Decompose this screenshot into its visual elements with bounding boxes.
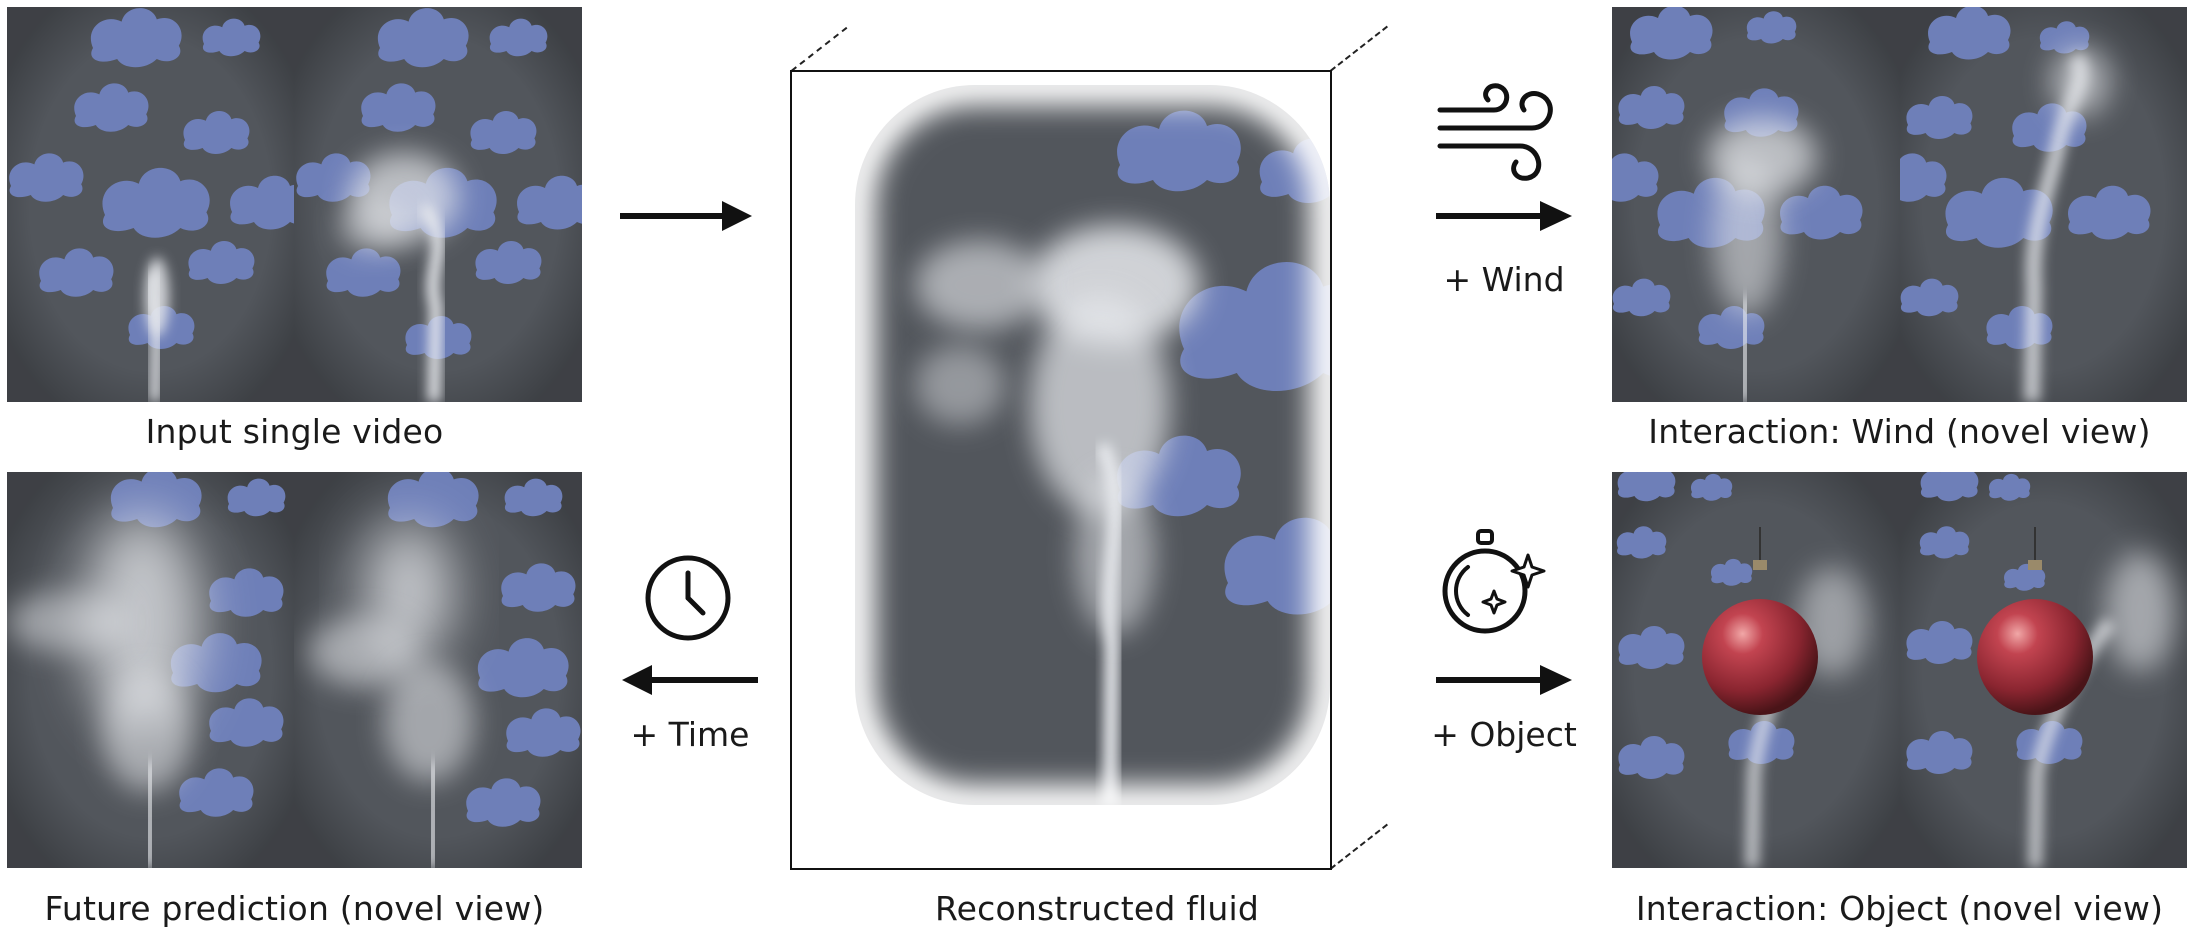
future-frame-2 [294,472,582,868]
clock-icon [643,553,733,643]
caption-wind-interaction: Interaction: Wind (novel view) [1648,412,2151,451]
box-edge-top-right [1330,25,1388,72]
label-wind: + Wind [1443,260,1565,299]
box-edge-bottom-right [1330,823,1388,870]
object-frame-1 [1612,472,1900,868]
caption-reconstructed-fluid: Reconstructed fluid [934,889,1260,928]
arrow-right-input [620,201,752,231]
ornament-sparkle-icon [1442,525,1546,641]
label-time: + Time [630,715,750,754]
object-frame-2 [1900,472,2187,868]
arrow-right-wind [1436,201,1572,231]
input-frame-1 [7,7,294,402]
box-edge-top-left [791,26,848,72]
reconstructed-fluid-image [835,65,1350,825]
caption-object-interaction: Interaction: Object (novel view) [1635,889,2164,928]
caption-future-prediction: Future prediction (novel view) [44,889,545,928]
arrow-left-time [622,665,758,695]
wind-frame-1 [1612,7,1900,402]
future-frame-1 [7,472,294,868]
label-object: + Object [1431,715,1577,754]
input-frame-2 [294,7,582,402]
wind-frame-2 [1900,7,2187,402]
arrow-right-object [1436,665,1572,695]
caption-input-video: Input single video [145,412,444,451]
wind-icon [1436,82,1560,182]
